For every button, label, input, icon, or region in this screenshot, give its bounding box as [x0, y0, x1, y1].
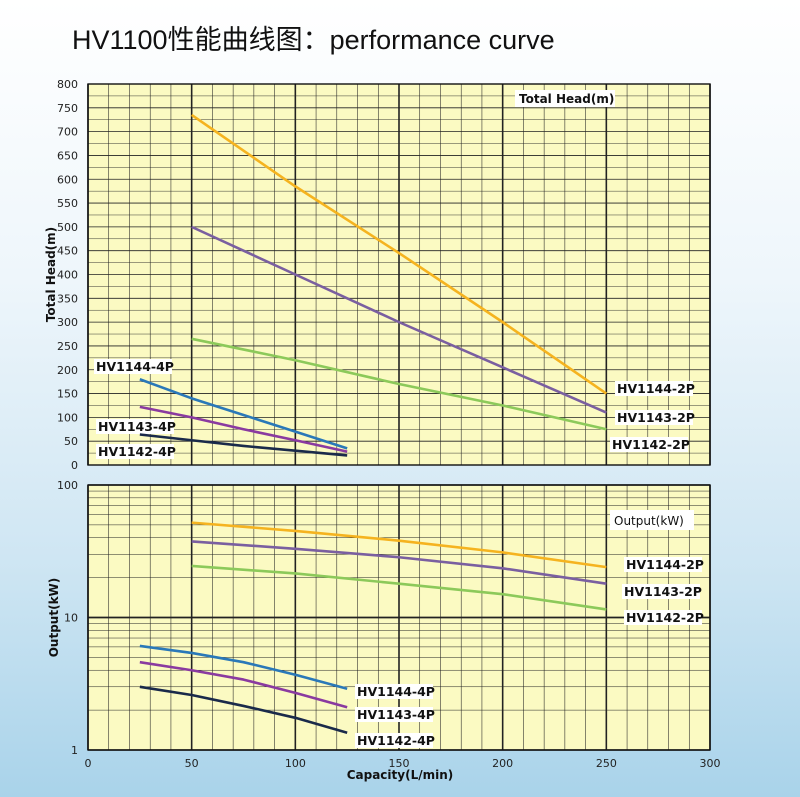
- output-legend-box: [610, 510, 694, 530]
- output-series-line-hv1142-4p: [139, 685, 348, 734]
- head-series-label-hv1142-4p: HV1142-4P: [98, 444, 176, 459]
- head-y-tick-label: 150: [57, 388, 78, 401]
- head-series-label-bg: [615, 381, 693, 396]
- head-legend-title: Total Head(m): [519, 92, 614, 106]
- head-series-label-bg: [94, 359, 172, 374]
- head-series-line-hv1142-2p: [191, 337, 607, 431]
- head-y-tick-label: 250: [57, 340, 78, 353]
- output-y-tick-label: 10: [64, 612, 78, 625]
- output-series-label-bg: [624, 557, 702, 572]
- head-y-axis-label: Total Head(m): [44, 227, 58, 322]
- head-y-tick-label: 650: [57, 149, 78, 162]
- output-legend-title: Output(kW): [614, 514, 684, 528]
- output-series-label-hv1144-4p: HV1144-4P: [357, 684, 435, 699]
- output-plot-border: [87, 484, 711, 751]
- output-series-label-hv1142-2p: HV1142-2P: [626, 610, 704, 625]
- output-series-line-hv1144-4p: [139, 644, 348, 690]
- head-series-label-bg: [615, 410, 693, 425]
- output-series-label-bg: [624, 610, 702, 625]
- output-series-label-bg: [622, 584, 700, 599]
- output-series-label-hv1142-4p: HV1142-4P: [357, 733, 435, 748]
- x-axis-label: Capacity(L/min): [347, 768, 454, 782]
- output-y-axis-label: Output(kW): [47, 578, 61, 658]
- head-chart: 0 50 100 150 200 250 300 350 400 450 500 550 600 650 7…: [44, 78, 711, 472]
- head-series-label-bg: [96, 444, 174, 459]
- head-series-label-hv1143-4p: HV1143-4P: [98, 419, 176, 434]
- head-y-tick-label: 300: [57, 316, 78, 329]
- head-series-label-hv1144-4p: HV1144-4P: [96, 359, 174, 374]
- output-series-label-hv1143-2p: HV1143-2P: [624, 584, 702, 599]
- head-y-tick-label: 700: [57, 126, 78, 139]
- output-x-tick-label: 250: [596, 757, 617, 770]
- head-y-tick-label: 50: [64, 435, 78, 448]
- output-series-label-hv1144-2p: HV1144-2P: [626, 557, 704, 572]
- head-series-label-hv1144-2p: HV1144-2P: [617, 381, 695, 396]
- output-x-tick-label: 150: [389, 757, 410, 770]
- output-x-tick-label: 0: [85, 757, 92, 770]
- output-x-tick-label: 300: [700, 757, 721, 770]
- head-y-tick-label: 550: [57, 197, 78, 210]
- output-x-tick-label: 50: [185, 757, 199, 770]
- head-y-tick-label: 100: [57, 411, 78, 424]
- head-y-tick-label: 500: [57, 221, 78, 234]
- head-series-line-hv1144-4p: [139, 378, 348, 450]
- head-y-tick-label: 350: [57, 292, 78, 305]
- output-series-label-bg: [355, 684, 433, 699]
- output-y-tick-label: 100: [57, 479, 78, 492]
- output-series-label-bg: [355, 733, 433, 748]
- head-legend-box: [515, 90, 615, 107]
- output-x-tick-label: 100: [285, 757, 306, 770]
- head-series-line-hv1144-2p: [190, 113, 608, 395]
- head-y-tick-label: 600: [57, 173, 78, 186]
- output-series-line-hv1144-2p: [191, 521, 607, 569]
- head-series-label-bg: [96, 419, 174, 434]
- head-y-tick-label: 400: [57, 269, 78, 282]
- head-y-tick-label: 450: [57, 245, 78, 258]
- output-series-label-hv1143-4p: HV1143-4P: [357, 707, 435, 722]
- output-series-line-hv1143-2p: [191, 540, 607, 585]
- output-series-line-hv1143-4p: [139, 660, 348, 709]
- output-series-label-bg: [355, 707, 433, 722]
- output-x-tick-label: 200: [492, 757, 513, 770]
- head-series-line-hv1142-4p: [139, 433, 348, 457]
- output-series-line-hv1142-2p: [191, 564, 607, 611]
- head-series-label-hv1143-2p: HV1143-2P: [617, 410, 695, 425]
- head-series-line-hv1143-2p: [191, 225, 607, 414]
- output-y-tick-label: 1: [71, 744, 78, 757]
- head-series-label-hv1142-2p: HV1142-2P: [612, 437, 690, 452]
- head-series-label-bg: [610, 437, 688, 452]
- head-y-tick-label: 0: [71, 459, 78, 472]
- output-chart: 1 10 100 0 50 100 150 200 250 300 Output(kW) Capaci…: [47, 479, 721, 782]
- head-y-tick-label: 800: [57, 78, 78, 91]
- head-y-tick-label: 750: [57, 102, 78, 115]
- head-y-tick-label: 200: [57, 364, 78, 377]
- head-plot-border: [87, 83, 711, 466]
- head-series-line-hv1143-4p: [139, 405, 348, 453]
- chart-title: HV1100性能曲线图：performance curve: [72, 25, 555, 55]
